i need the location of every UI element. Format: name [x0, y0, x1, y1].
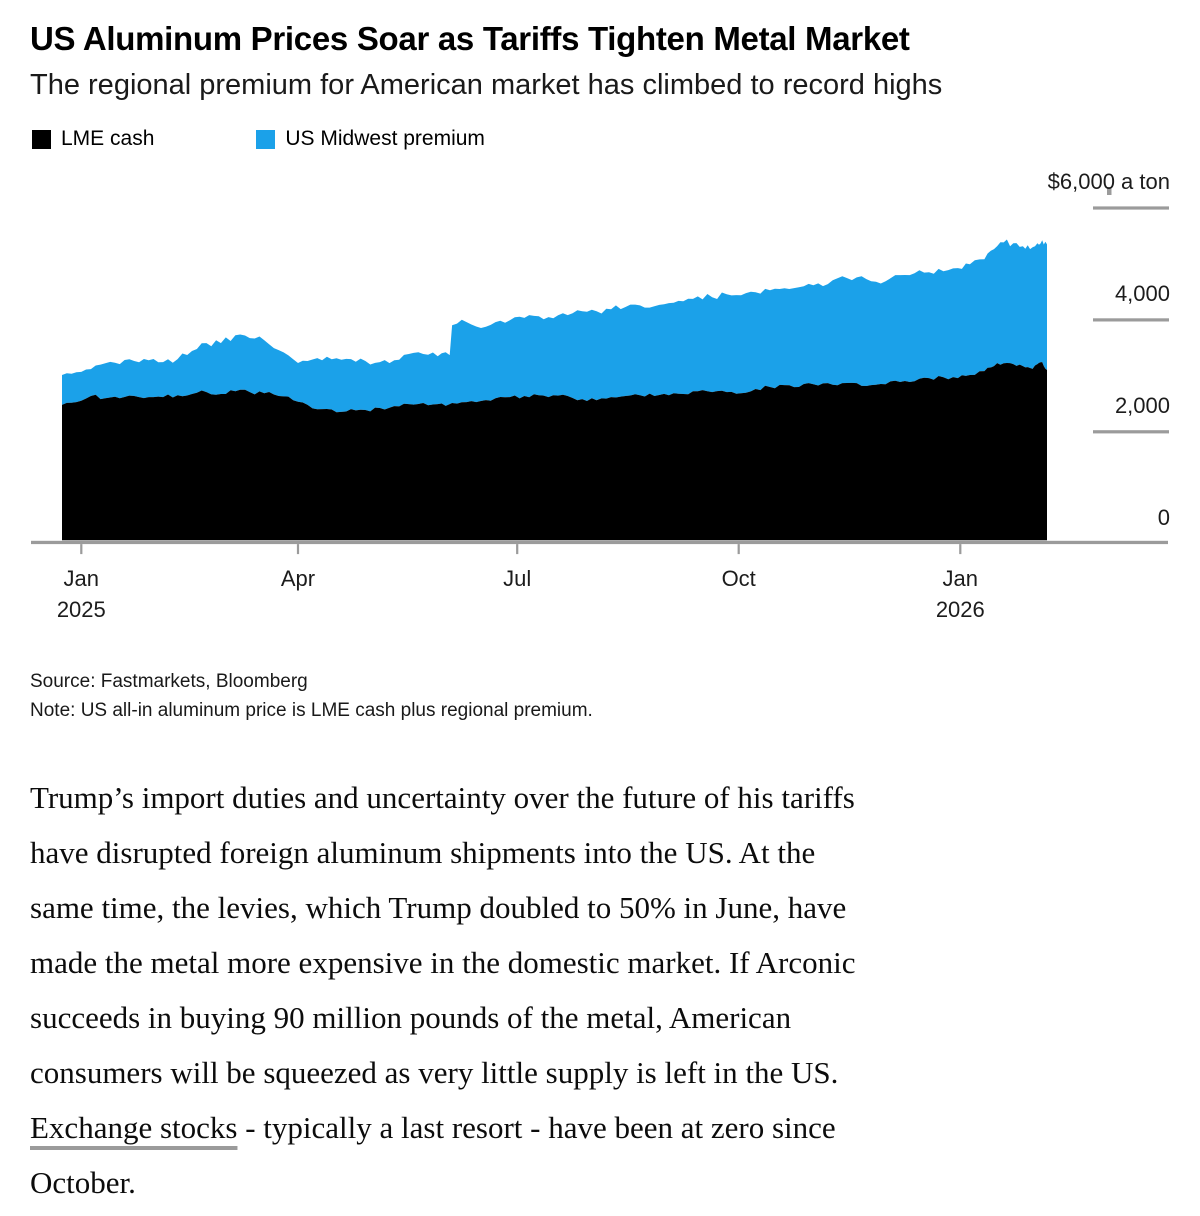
x-tick-mark-3: [737, 544, 740, 555]
y-tick-line-2000: [1093, 430, 1169, 434]
y-axis-label-4000: 4,000: [1114, 280, 1170, 306]
x-tick-mark-1: [296, 544, 300, 555]
x-axis-month: Jul: [503, 566, 532, 591]
x-axis-month: Oct: [721, 566, 756, 591]
x-axis-label-apr: Apr: [228, 563, 368, 594]
article-line: consumers will be squeezed as very littl…: [30, 1055, 839, 1090]
x-axis-label-oct: Oct: [669, 563, 809, 594]
note-line: Note: US all-in aluminum price is LME ca…: [30, 700, 593, 721]
article-line-rest: - typically a last resort - have been at…: [237, 1110, 836, 1145]
midwest-premium-area: [62, 239, 1047, 413]
lme-cash-swatch-icon: [32, 129, 51, 149]
exchange-stocks-link[interactable]: Exchange stocks: [30, 1110, 238, 1145]
x-axis-baseline: [31, 540, 1168, 545]
y-axis-label-6000: $6,000 a ton: [1047, 169, 1170, 194]
article-line-with-link: Exchange stocks - typically a last resor…: [30, 1100, 1180, 1155]
x-axis-month: Jan: [942, 566, 979, 591]
chart-subtitle: The regional premium for American market…: [30, 69, 943, 101]
x-axis-label-jul: Jul: [447, 563, 587, 594]
x-tick-mark-4: [959, 544, 962, 555]
article-line: October.: [30, 1165, 136, 1200]
y-axis-label-0: 0: [1157, 504, 1170, 530]
lme-cash-area: [62, 362, 1047, 541]
article-line: made the metal more expensive in the dom…: [30, 945, 856, 980]
x-tick-mark-2: [516, 544, 519, 555]
article-paragraph: Trump’s import duties and uncertainty ov…: [30, 770, 1180, 1210]
article-line: succeeds in buying 90 million pounds of …: [30, 1000, 792, 1035]
y-tick-line-6000: [1093, 206, 1169, 210]
x-axis-year: 2026: [935, 597, 985, 622]
x-axis-label-jan-2026: Jan 2026: [890, 563, 1030, 625]
x-axis-year: 2025: [56, 597, 106, 622]
y-axis-label-2000: 2,000: [1114, 392, 1170, 418]
source-line: Source: Fastmarkets, Bloomberg: [30, 671, 308, 692]
stacked-area-chart: [31, 187, 1169, 555]
legend-label-lme-cash: LME cash: [61, 127, 155, 150]
midwest-premium-swatch-icon: [256, 129, 276, 149]
legend-label-midwest-premium: US Midwest premium: [285, 127, 485, 150]
x-axis-label-jan-2025: Jan 2025: [11, 563, 151, 625]
article-line: Trump’s import duties and uncertainty ov…: [30, 780, 855, 815]
legend-item-midwest-premium: US Midwest premium: [256, 127, 485, 151]
x-tick-mark-0: [80, 544, 83, 555]
chart-title: US Aluminum Prices Soar as Tariffs Tight…: [30, 20, 910, 57]
chart-legend: LME cash US Midwest premium: [32, 127, 485, 151]
article-line: same time, the levies, which Trump doubl…: [30, 890, 847, 925]
unit-label-tick: [1107, 187, 1112, 195]
x-axis-month: Jan: [63, 566, 100, 591]
legend-item-lme-cash: LME cash: [32, 127, 154, 151]
source-note-block: Source: Fastmarkets, Bloomberg Note: US …: [30, 667, 593, 725]
article-line: have disrupted foreign aluminum shipment…: [30, 835, 816, 870]
y-tick-line-4000: [1093, 318, 1169, 322]
x-axis-month: Apr: [280, 566, 316, 591]
